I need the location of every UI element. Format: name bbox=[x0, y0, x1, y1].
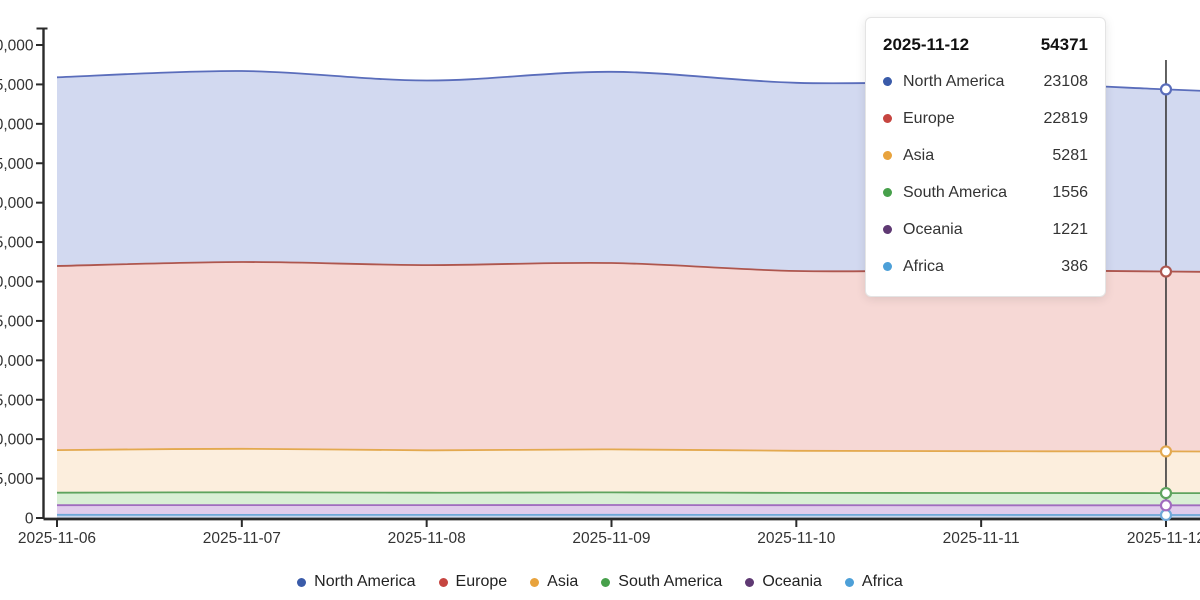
y-tick-label: 35,000 bbox=[0, 235, 34, 252]
tooltip-series-name: Africa bbox=[903, 257, 944, 275]
legend-item-oceania[interactable]: Oceania bbox=[745, 573, 822, 591]
tooltip-series-value: 5281 bbox=[1052, 146, 1088, 164]
y-tick-label: 0 bbox=[25, 511, 34, 528]
line-south-america bbox=[56, 491, 1200, 494]
legend-label: South America bbox=[618, 573, 723, 590]
x-tick-label: 2025-11-12 bbox=[1127, 530, 1200, 547]
legend-label: Oceania bbox=[762, 573, 822, 590]
series-dot-icon bbox=[883, 114, 892, 123]
legend-dot-icon bbox=[844, 577, 854, 587]
x-tick-label: 2025-11-10 bbox=[757, 530, 836, 547]
area-oceania[interactable] bbox=[57, 505, 1200, 515]
tooltip-series-name: Europe bbox=[903, 109, 955, 127]
y-tick-label: 50,000 bbox=[0, 116, 34, 133]
tooltip-series-value: 1556 bbox=[1052, 183, 1088, 201]
series-dot-icon bbox=[883, 262, 892, 271]
area-south-america[interactable] bbox=[57, 492, 1200, 506]
legend-item-europe[interactable]: Europe bbox=[438, 573, 508, 591]
y-tick-label: 55,000 bbox=[0, 77, 34, 94]
hover-marker-africa bbox=[1159, 508, 1173, 522]
legend-item-asia[interactable]: Asia bbox=[530, 573, 578, 591]
area-europe[interactable] bbox=[57, 261, 1200, 452]
tooltip-row: Asia 5281 bbox=[883, 137, 1088, 174]
y-tick-label: 25,000 bbox=[0, 313, 34, 330]
y-tick-label: 5,000 bbox=[0, 471, 34, 488]
legend-label: Europe bbox=[455, 573, 508, 590]
tooltip-series-value: 23108 bbox=[1043, 72, 1089, 90]
x-tick-label: 2025-11-06 bbox=[18, 530, 96, 547]
tooltip: 2025-11-12 54371 North America 23108 Eur… bbox=[865, 17, 1106, 297]
tooltip-series-name: North America bbox=[903, 72, 1005, 90]
tooltip-header: 2025-11-12 54371 bbox=[883, 31, 1088, 63]
hover-marker-oceania bbox=[1159, 499, 1173, 512]
x-tick-label: 2025-11-11 bbox=[943, 530, 1020, 547]
area-asia[interactable] bbox=[57, 448, 1200, 494]
tooltip-series-value: 22819 bbox=[1043, 109, 1089, 127]
legend-dot-icon bbox=[745, 577, 755, 587]
line-asia bbox=[56, 447, 1200, 453]
series-dot-icon bbox=[883, 188, 892, 197]
y-tick-label: 30,000 bbox=[0, 274, 34, 291]
x-tick-label: 2025-11-09 bbox=[572, 530, 650, 547]
y-tick-label: 20,000 bbox=[0, 353, 34, 370]
legend-label: Asia bbox=[547, 573, 579, 590]
legend-dot-icon bbox=[601, 577, 611, 587]
tooltip-row: North America 23108 bbox=[883, 63, 1088, 100]
y-tick-label: 60,000 bbox=[0, 38, 34, 55]
tooltip-total: 54371 bbox=[1040, 35, 1088, 54]
x-tick-label: 2025-11-08 bbox=[388, 530, 466, 547]
hover-marker-europe bbox=[1159, 265, 1173, 278]
tooltip-series-name: Asia bbox=[903, 146, 935, 164]
tooltip-series-name: Oceania bbox=[903, 220, 963, 238]
legend-item-africa[interactable]: Africa bbox=[844, 573, 903, 591]
series-dot-icon bbox=[883, 77, 892, 86]
y-tick-label: 10,000 bbox=[0, 432, 34, 449]
legend-item-south-america[interactable]: South America bbox=[601, 573, 722, 591]
hover-marker-north-america bbox=[1159, 83, 1173, 96]
tooltip-row: South America 1556 bbox=[883, 174, 1088, 211]
tooltip-row: Oceania 1221 bbox=[883, 211, 1088, 248]
y-tick-label: 45,000 bbox=[0, 156, 34, 173]
tooltip-series-value: 386 bbox=[1061, 257, 1088, 275]
legend-dot-icon bbox=[530, 577, 540, 587]
y-tick-label: 40,000 bbox=[0, 195, 34, 212]
tooltip-date: 2025-11-12 bbox=[883, 35, 970, 54]
tooltip-series-value: 1221 bbox=[1052, 220, 1088, 238]
legend: North America Europe Asia South America … bbox=[0, 567, 1200, 597]
series-dot-icon bbox=[883, 151, 892, 160]
x-tick-label: 2025-11-07 bbox=[203, 530, 281, 547]
legend-dot-icon bbox=[297, 577, 307, 587]
series-dot-icon bbox=[883, 225, 892, 234]
legend-item-north-america[interactable]: North America bbox=[297, 573, 416, 591]
legend-label: Africa bbox=[861, 573, 903, 590]
tooltip-series-name: South America bbox=[903, 183, 1008, 201]
legend-label: North America bbox=[314, 573, 416, 590]
tooltip-row: Europe 22819 bbox=[883, 100, 1088, 137]
y-tick-label: 15,000 bbox=[0, 392, 34, 409]
tooltip-row: Africa 386 bbox=[883, 248, 1088, 285]
hover-marker-south-america bbox=[1159, 486, 1173, 500]
legend-dot-icon bbox=[438, 577, 448, 587]
hover-marker-asia bbox=[1159, 445, 1173, 458]
